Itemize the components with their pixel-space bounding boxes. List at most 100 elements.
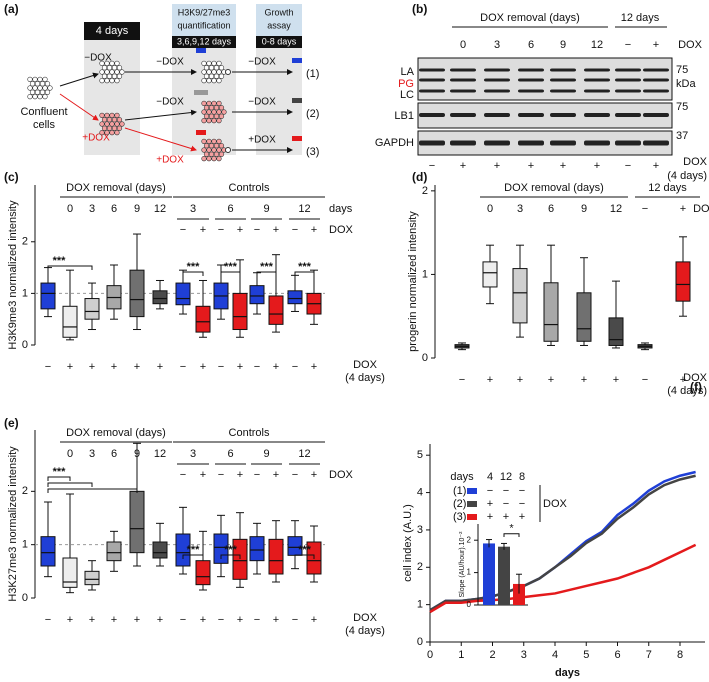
marker <box>194 90 208 95</box>
day-label: 9 <box>263 448 269 460</box>
band <box>615 140 641 146</box>
cell <box>211 100 217 106</box>
y-axis-title: H3K27me3 normalized intensity <box>7 446 19 602</box>
step-box <box>256 36 302 48</box>
dox-label: − <box>254 224 260 236</box>
box <box>675 261 691 302</box>
cell <box>216 77 222 84</box>
box <box>287 290 303 305</box>
day-label: 3 <box>89 448 95 460</box>
x-tick-label: − <box>254 361 260 373</box>
group-label: 12 days <box>648 182 687 194</box>
cell <box>42 76 48 82</box>
band <box>450 113 476 117</box>
cell <box>119 69 125 75</box>
y-axis-title: Slope (AU/hour).10⁻² <box>459 531 466 598</box>
x-tick-label: − <box>218 614 224 626</box>
cell <box>201 69 207 75</box>
box <box>175 533 191 567</box>
cell <box>116 117 123 123</box>
dox-label: + <box>237 224 243 236</box>
lane-label: 9 <box>560 39 566 51</box>
x-tick-label: 2 <box>489 649 495 661</box>
outcome: (3) <box>306 146 319 158</box>
cell <box>211 156 217 162</box>
cell <box>101 125 108 131</box>
x-tick-label: 3 <box>521 649 527 661</box>
arrow-label: −DOX <box>156 97 184 108</box>
arrow-label: +DOX <box>82 133 110 144</box>
cell <box>208 105 215 111</box>
band <box>584 113 610 117</box>
day-label: 6 <box>227 203 233 215</box>
lane-label: + <box>560 160 566 172</box>
cell <box>114 130 120 136</box>
panel-label: (e) <box>4 416 19 430</box>
bar <box>498 546 510 605</box>
x-tick-label: + <box>311 614 317 626</box>
cell <box>208 143 215 149</box>
cell <box>213 113 220 119</box>
x-tick-label: 7 <box>646 649 652 661</box>
cell <box>218 73 225 79</box>
legend-cell: − <box>503 498 509 510</box>
cell <box>203 143 210 149</box>
cell <box>34 81 41 87</box>
cell <box>216 60 222 67</box>
lane-label: 3 <box>494 39 500 51</box>
x-tick-label: + <box>157 361 163 373</box>
day-label: 9 <box>134 203 140 215</box>
dox-label: + <box>311 224 317 236</box>
dox-label: + <box>200 469 206 481</box>
y-tick-label: 0 <box>22 592 28 604</box>
x-tick-label: + <box>548 374 554 386</box>
y-axis-title: cell index (A.U.) <box>402 504 414 582</box>
step-label: 3,6,9,12 days <box>177 36 232 46</box>
mw-marker: 37 <box>676 130 688 142</box>
day-label: 0 <box>487 203 493 215</box>
cell <box>216 156 222 162</box>
sig-bracket <box>503 533 520 537</box>
day-label: 9 <box>263 203 269 215</box>
box <box>232 292 248 331</box>
cell <box>47 85 53 91</box>
step-label: assay <box>267 20 291 30</box>
day-label: 3 <box>517 203 523 215</box>
band <box>419 78 445 82</box>
dox-label: + <box>273 224 279 236</box>
cell <box>32 93 38 100</box>
box <box>543 282 559 342</box>
band <box>615 68 641 72</box>
band <box>643 78 669 82</box>
sig-bracket <box>47 482 93 487</box>
cell <box>213 143 220 149</box>
cell <box>114 77 120 84</box>
x-tick-label: + <box>157 614 163 626</box>
cell <box>39 89 46 95</box>
step-box <box>256 4 302 36</box>
box <box>40 536 56 567</box>
box <box>268 295 284 325</box>
sig-label: * <box>509 523 514 535</box>
cell <box>109 112 115 118</box>
band <box>584 78 610 82</box>
y-axis-title: progerin normalized intensity <box>407 211 419 352</box>
y-tick-label: 0 <box>467 600 472 609</box>
y-tick-label: 4 <box>417 486 423 498</box>
cell <box>116 73 123 79</box>
marker <box>292 58 302 63</box>
legend-cell: − <box>487 485 493 497</box>
cell <box>203 151 210 157</box>
cell <box>203 105 210 111</box>
box <box>40 282 56 310</box>
arrow-label: −DOX <box>248 97 276 108</box>
box <box>129 269 145 318</box>
sig-bracket <box>47 265 93 270</box>
box <box>195 305 211 333</box>
lane-label: + <box>594 160 600 172</box>
bar <box>483 543 495 605</box>
cell <box>216 138 222 144</box>
arrow <box>59 72 99 87</box>
cell <box>206 117 212 124</box>
x-axis-title: DOX <box>683 372 708 384</box>
